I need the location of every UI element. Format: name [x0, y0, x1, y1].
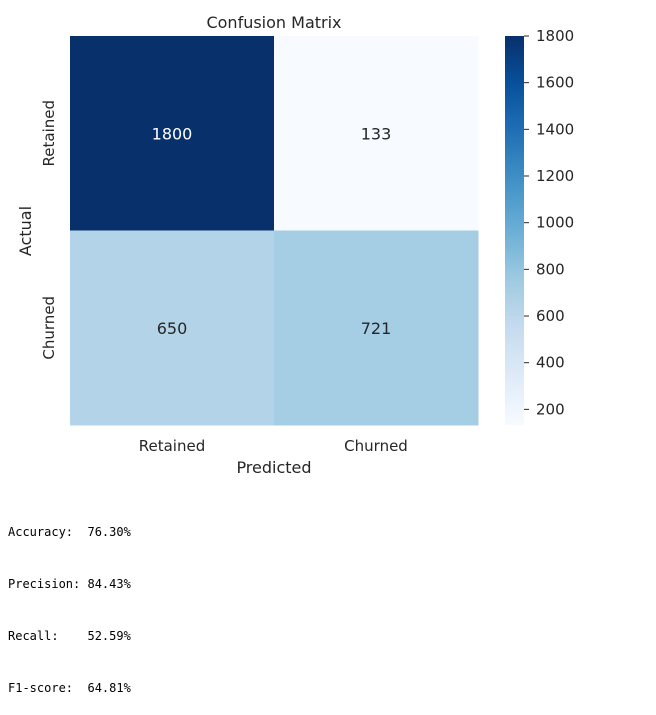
- y-tick-label-churned: Churned: [40, 296, 58, 360]
- metric-precision: Precision: 84.43%: [8, 577, 131, 592]
- cell-value-retained-retained: 1800: [152, 124, 193, 143]
- colorbar-tick-label-1200: 1200: [536, 167, 574, 185]
- colorbar-tick-label-600: 600: [536, 307, 565, 325]
- cell-value-churned-retained: 650: [157, 319, 188, 338]
- cell-value-retained-churned: 133: [361, 124, 392, 143]
- colorbar-tick-label-1800: 1800: [536, 27, 574, 45]
- cell-value-churned-churned: 721: [361, 319, 392, 338]
- y-tick-label-retained: Retained: [40, 100, 58, 166]
- colorbar: [505, 36, 524, 425]
- colorbar-tick-label-1400: 1400: [536, 120, 574, 138]
- cell-churned-churned: [274, 230, 479, 426]
- x-axis-label: Predicted: [236, 458, 311, 477]
- colorbar-tick-label-1000: 1000: [536, 214, 574, 232]
- confusion-matrix-chart: Confusion Matrix 1800 133 650 721 Retained C…: [16, 13, 574, 477]
- metric-f1-score: F1-score: 64.81%: [8, 681, 131, 696]
- colorbar-tick-label-400: 400: [536, 354, 565, 372]
- y-axis-label: Actual: [16, 206, 35, 256]
- colorbar-tick-label-200: 200: [536, 400, 565, 418]
- cell-churned-retained: [70, 230, 275, 426]
- colorbar-tick-label-800: 800: [536, 260, 565, 278]
- x-tick-label-retained: Retained: [139, 437, 205, 455]
- colorbar-tick-label-1600: 1600: [536, 74, 574, 92]
- metric-accuracy: Accuracy: 76.30%: [8, 524, 131, 539]
- x-tick-label-churned: Churned: [344, 437, 408, 455]
- metric-recall: Recall: 52.59%: [8, 629, 131, 644]
- chart-title: Confusion Matrix: [206, 13, 341, 32]
- metrics-panel: Accuracy: 76.30% Precision: 84.43% Recal…: [8, 489, 131, 715]
- cell-retained-churned: [274, 36, 479, 231]
- cell-retained-retained: [70, 36, 275, 231]
